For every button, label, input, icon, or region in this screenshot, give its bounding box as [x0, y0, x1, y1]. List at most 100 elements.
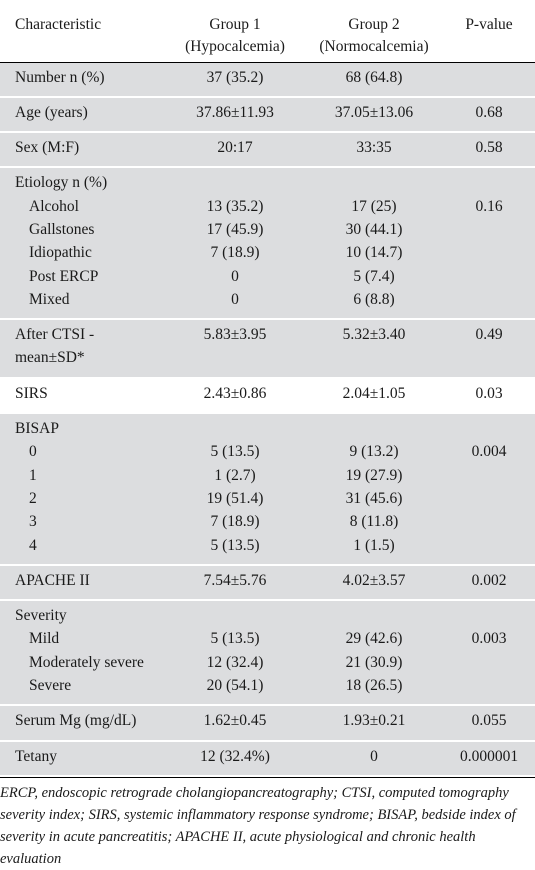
p-value: [443, 66, 535, 89]
sub-label: Moderately severe: [29, 653, 144, 671]
group1-value: 20:17: [217, 139, 253, 157]
group1-value: 5 (13.5): [210, 630, 260, 648]
header-group1-desc: (Hypocalcemia): [185, 38, 285, 55]
group2-value: 19 (27.9): [345, 466, 403, 484]
p-value: 0.000001: [459, 747, 519, 765]
sub-label: Mild: [29, 630, 60, 648]
group2-value: 68 (64.8): [345, 68, 403, 86]
group2-value: 29 (42.6): [345, 630, 403, 648]
group1-value: 37 (35.2): [206, 68, 264, 86]
p-value: 0.002: [471, 571, 507, 589]
group1-value: 7 (18.9): [210, 513, 260, 531]
group1-value: 13 (35.2): [206, 197, 264, 215]
group2-value: 0: [370, 747, 378, 765]
group2-value: 5 (7.4): [353, 267, 395, 285]
p-value: 0.16: [475, 197, 503, 215]
table-row: BISAP 0 1 2 3 4 5 (13.5) 1 (2.7) 19 (51.…: [0, 413, 535, 565]
sub-label: 2: [29, 489, 37, 507]
sub-label: 0: [29, 443, 37, 461]
group2-value: 30 (44.1): [345, 220, 403, 238]
p-value: 0.003: [471, 630, 507, 648]
group2-value: 6 (8.8): [353, 290, 395, 308]
table-row: Number n (%) 37 (35.2) 68 (64.8): [0, 62, 535, 97]
header-group2-name: Group 2: [348, 16, 400, 33]
group1-value: 1.62±0.45: [203, 712, 267, 730]
row-label: Number n (%): [15, 68, 105, 86]
group2-value: 37.05±13.06: [334, 103, 414, 121]
group1-value: 0: [231, 267, 239, 285]
row-label: Severity: [15, 607, 67, 625]
group2-value: 17 (25): [351, 197, 397, 215]
group2-value: 10 (14.7): [345, 244, 403, 262]
header-group2: Group 2 (Normocalcemia): [305, 0, 443, 63]
group2-value: 18 (26.5): [345, 677, 403, 695]
row-label: Sex (M:F): [15, 139, 80, 157]
group1-value: 1 (2.7): [214, 466, 256, 484]
group1-value: 7.54±5.76: [203, 571, 267, 589]
header-group1: Group 1 (Hypocalcemia): [165, 0, 305, 63]
table-row: Severity Mild Moderately severe Severe 5…: [0, 600, 535, 706]
row-label: SIRS: [15, 384, 48, 402]
group2-value: 9 (13.2): [349, 443, 399, 461]
row-label: Etiology n (%): [15, 174, 108, 192]
row-label: Serum Mg (mg/dL): [15, 712, 137, 730]
table-row: After CTSI - mean±SD* 5.83±3.95 5.32±3.4…: [0, 319, 535, 378]
header-group2-desc: (Normocalcemia): [319, 38, 429, 55]
header-group1-name: Group 1: [209, 16, 261, 33]
group1-value: 37.86±11.93: [196, 103, 274, 121]
row-label: APACHE II: [15, 571, 90, 589]
sub-label: 4: [29, 536, 37, 554]
row-label: BISAP: [15, 420, 59, 438]
table-row: Tetany 12 (32.4%) 0 0.000001: [0, 740, 535, 776]
p-value: 0.03: [475, 384, 503, 402]
sub-label: 3: [29, 513, 37, 531]
group2-value: 1.93±0.21: [342, 712, 406, 730]
table-row: Age (years) 37.86±11.93 37.05±13.06 0.68: [0, 96, 535, 133]
table-footnote: ERCP, endoscopic retrograde cholangiopan…: [0, 776, 535, 870]
row-label: Age (years): [15, 103, 88, 121]
group2-value: 21 (30.9): [345, 653, 403, 671]
sub-label: Post ERCP: [29, 267, 99, 285]
group2-value: 33:35: [356, 139, 392, 157]
group2-value: 8 (11.8): [349, 513, 399, 531]
table-row: SIRS 2.43±0.86 2.04±1.05 0.03: [0, 378, 535, 414]
p-value: 0.68: [475, 103, 503, 121]
group1-value: 20 (54.1): [206, 677, 264, 695]
group2-value: 5.32±3.40: [342, 326, 406, 344]
table-header-row: Characteristic Group 1 (Hypocalcemia) Gr…: [0, 0, 535, 63]
group1-value: 2.43±0.86: [203, 384, 267, 402]
sub-label: Idiopathic: [29, 244, 92, 262]
group1-value: 12 (32.4): [206, 653, 264, 671]
group1-value: 5 (13.5): [210, 443, 260, 461]
p-value: 0.58: [475, 139, 503, 157]
group1-value: 5 (13.5): [210, 536, 260, 554]
characteristics-table: Characteristic Group 1 (Hypocalcemia) Gr…: [0, 0, 535, 776]
sub-label: Gallstones: [29, 220, 95, 238]
table-row: Sex (M:F) 20:17 33:35 0.58: [0, 132, 535, 168]
table-row: APACHE II 7.54±5.76 4.02±3.57 0.002: [0, 564, 535, 601]
sub-label: Severe: [29, 677, 72, 695]
group1-value: 12 (32.4%): [200, 747, 270, 765]
group2-value: 31 (45.6): [345, 489, 403, 507]
p-value: 0.055: [471, 712, 507, 730]
table-row: Etiology n (%) Alcohol Gallstones Idiopa…: [0, 167, 535, 320]
row-label: Tetany: [15, 747, 57, 765]
sub-label: 1: [29, 466, 37, 484]
group2-value: 4.02±3.57: [342, 571, 406, 589]
group1-value: 17 (45.9): [206, 220, 264, 238]
sub-label: Mixed: [29, 290, 70, 308]
group1-value: 0: [231, 290, 239, 308]
header-pvalue: P-value: [443, 0, 535, 63]
group2-value: 2.04±1.05: [342, 384, 406, 402]
row-label: After CTSI -: [15, 326, 95, 344]
sub-label: Alcohol: [29, 197, 79, 215]
p-value: 0.49: [475, 326, 503, 344]
p-value: 0.004: [471, 443, 507, 461]
group1-value: 7 (18.9): [210, 244, 260, 262]
group1-value: 5.83±3.95: [203, 326, 267, 344]
group2-value: 1 (1.5): [353, 536, 395, 554]
header-characteristic: Characteristic: [0, 0, 165, 63]
group1-value: 19 (51.4): [206, 489, 264, 507]
row-label-cont: mean±SD*: [15, 349, 85, 367]
table-row: Serum Mg (mg/dL) 1.62±0.45 1.93±0.21 0.0…: [0, 705, 535, 741]
